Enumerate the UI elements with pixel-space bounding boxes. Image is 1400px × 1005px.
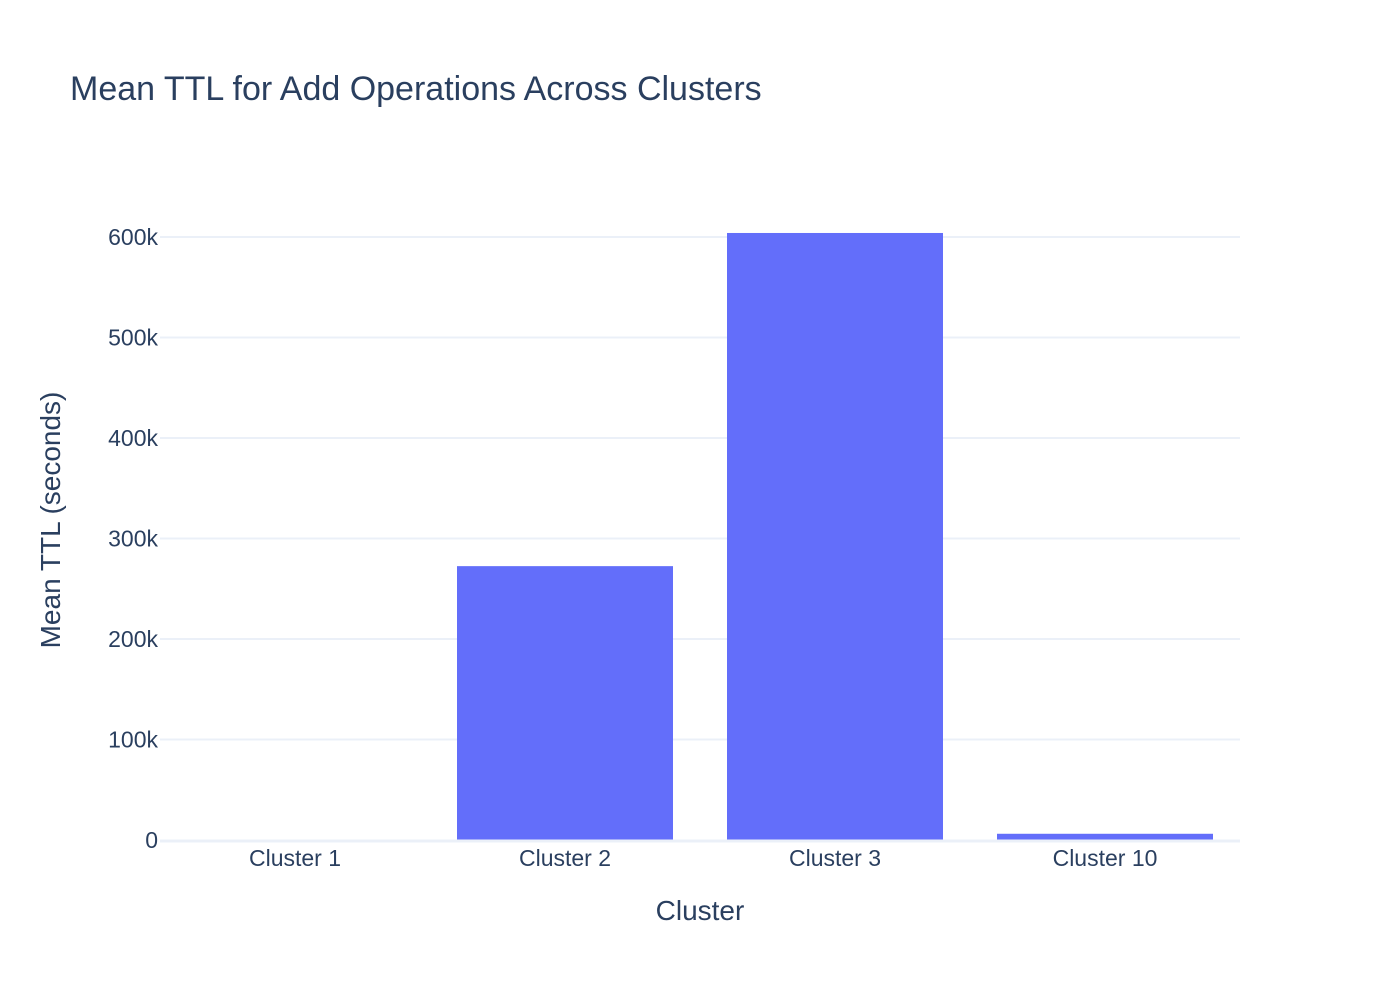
y-tick-label: 400k bbox=[108, 425, 158, 451]
bar[interactable] bbox=[997, 833, 1213, 840]
gridlines bbox=[160, 236, 1240, 741]
x-tick-label: Cluster 3 bbox=[789, 845, 881, 871]
x-tick-label: Cluster 2 bbox=[519, 845, 611, 871]
x-axis-ticks: Cluster 1 Cluster 2 Cluster 3 Cluster 10 bbox=[249, 845, 1157, 871]
x-axis-title: Cluster bbox=[656, 895, 745, 926]
y-tick-label: 300k bbox=[108, 526, 158, 552]
bar[interactable] bbox=[727, 232, 943, 841]
bar[interactable] bbox=[457, 566, 673, 840]
y-axis-ticks: 0 100k 200k 300k 400k 500k 600k bbox=[108, 224, 158, 853]
x-tick-label: Cluster 10 bbox=[1053, 845, 1158, 871]
bars bbox=[457, 232, 1213, 841]
y-tick-label: 0 bbox=[145, 827, 158, 853]
y-tick-label: 500k bbox=[108, 325, 158, 351]
x-tick-label: Cluster 1 bbox=[249, 845, 341, 871]
y-tick-label: 100k bbox=[108, 727, 158, 753]
y-tick-label: 200k bbox=[108, 626, 158, 652]
chart-title: Mean TTL for Add Operations Across Clust… bbox=[70, 70, 762, 108]
y-axis-title: Mean TTL (seconds) bbox=[35, 392, 66, 649]
y-tick-label: 600k bbox=[108, 224, 158, 250]
